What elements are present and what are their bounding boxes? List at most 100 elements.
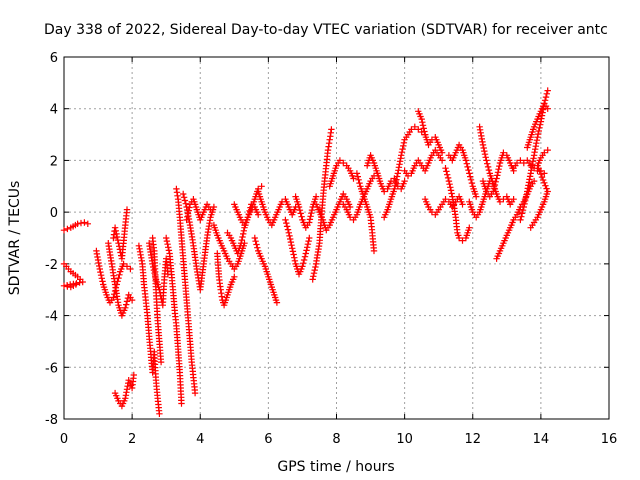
data-point (185, 207, 192, 214)
y-tick-label: -6 (45, 361, 58, 376)
x-tick-label: 12 (464, 432, 481, 447)
data-points (60, 87, 551, 417)
data-point (541, 170, 548, 177)
data-point (123, 206, 131, 213)
data-point (531, 149, 538, 156)
data-point (444, 171, 451, 178)
y-tick-label: 0 (50, 206, 58, 221)
data-point (485, 166, 493, 174)
data-point (398, 152, 405, 159)
data-point (163, 237, 171, 245)
data-point (495, 166, 502, 173)
data-point (518, 213, 525, 220)
y-tick-label: 2 (50, 154, 58, 169)
data-point (304, 244, 311, 251)
axis-ticks: 0 2 4 6 8 10 12 14 16 -8 -6 -4 -2 0 2 4 6 (45, 51, 617, 447)
data-point (284, 226, 292, 233)
data-point (207, 206, 214, 213)
x-tick-label: 2 (128, 432, 136, 447)
data-point (539, 176, 547, 184)
data-point (391, 182, 399, 189)
data-point (289, 248, 297, 255)
data-point (521, 200, 528, 208)
data-point (484, 163, 492, 171)
data-point (526, 173, 534, 180)
data-point (110, 294, 117, 301)
grid-lines (64, 57, 609, 419)
data-point (455, 234, 463, 242)
data-point (156, 410, 163, 417)
data-point (448, 190, 455, 197)
data-point (251, 234, 258, 242)
data-point (399, 145, 406, 153)
data-point (248, 201, 255, 208)
data-point (114, 236, 121, 244)
y-axis-label: SDTVAR / TECUs (7, 181, 23, 296)
data-point (183, 216, 190, 224)
data-point (524, 185, 531, 192)
data-point (307, 213, 314, 220)
data-point (541, 97, 549, 104)
y-tick-label: -4 (45, 310, 58, 325)
data-point (466, 224, 473, 231)
data-point (123, 301, 130, 308)
data-point (295, 203, 303, 211)
data-point (482, 154, 489, 161)
data-point (466, 170, 473, 177)
data-point (535, 165, 542, 172)
data-point (157, 358, 165, 366)
data-point (301, 253, 309, 260)
data-point (287, 235, 294, 243)
data-point (492, 178, 499, 185)
data-point (191, 389, 199, 397)
x-tick-label: 10 (396, 432, 413, 447)
data-point (517, 216, 524, 224)
data-point (496, 162, 503, 170)
data-point (538, 173, 546, 181)
data-point (180, 194, 188, 201)
data-point (273, 299, 281, 306)
data-point (537, 171, 545, 178)
data-point (308, 206, 316, 214)
data-point (445, 177, 453, 185)
data-point (130, 371, 137, 379)
data-point (464, 163, 471, 171)
data-point (252, 238, 259, 245)
data-point (240, 227, 247, 234)
data-point (404, 172, 412, 180)
data-point (64, 225, 71, 233)
data-point (99, 278, 106, 285)
data-point (112, 227, 119, 234)
data-point (296, 207, 304, 214)
data-point (544, 188, 551, 195)
data-point (393, 176, 400, 183)
data-point (523, 191, 530, 198)
data-point (544, 87, 551, 94)
data-point (462, 157, 470, 164)
data-point (534, 130, 542, 138)
data-point (381, 188, 388, 195)
data-point (481, 147, 488, 155)
data-point (355, 176, 362, 183)
data-point (483, 157, 490, 164)
data-point (328, 126, 335, 133)
y-tick-label: 4 (50, 103, 58, 118)
data-point (496, 198, 504, 205)
data-point (513, 159, 521, 167)
data-point (98, 275, 105, 282)
data-point (111, 224, 119, 231)
x-tick-label: 8 (332, 432, 340, 447)
data-point (123, 298, 131, 305)
data-point (541, 149, 548, 156)
data-point (490, 188, 497, 195)
data-point (231, 273, 238, 280)
data-point (299, 263, 306, 270)
data-point (258, 183, 265, 190)
y-tick-label: -2 (45, 258, 58, 273)
data-point (438, 157, 446, 164)
data-point (306, 216, 314, 223)
data-point (289, 245, 296, 252)
data-point (443, 168, 450, 175)
data-point (81, 219, 88, 226)
